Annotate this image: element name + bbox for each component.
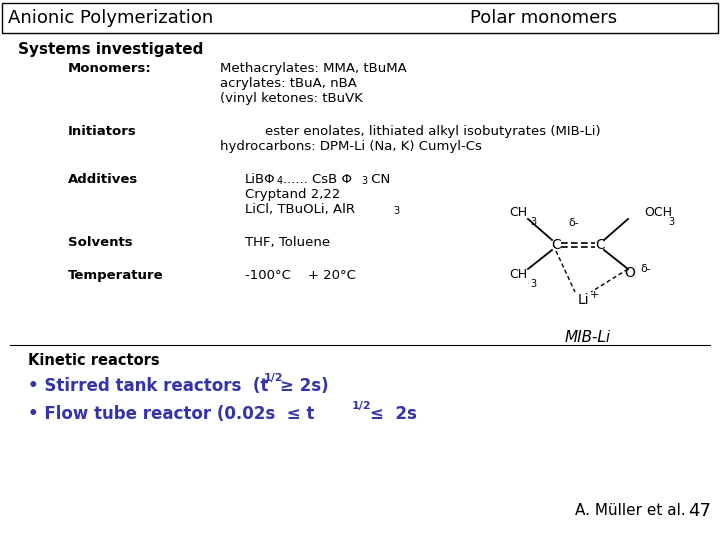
Text: CH: CH bbox=[509, 268, 527, 281]
Text: δ-: δ- bbox=[569, 218, 580, 228]
Text: • Flow tube reactor (0.02s  ≤ t: • Flow tube reactor (0.02s ≤ t bbox=[28, 405, 315, 423]
Text: δ-: δ- bbox=[640, 264, 651, 274]
Text: hydrocarbons: DPM-Li (Na, K) Cumyl-Cs: hydrocarbons: DPM-Li (Na, K) Cumyl-Cs bbox=[220, 140, 482, 153]
Text: LiCl, TBuOLi, AlR: LiCl, TBuOLi, AlR bbox=[245, 203, 355, 216]
Text: 3: 3 bbox=[530, 279, 536, 289]
Text: Anionic Polymerization: Anionic Polymerization bbox=[8, 9, 213, 27]
Text: 47: 47 bbox=[688, 502, 711, 520]
Text: 3: 3 bbox=[393, 206, 399, 216]
Text: Monomers:: Monomers: bbox=[68, 62, 152, 75]
Text: 1/2: 1/2 bbox=[264, 373, 284, 383]
Text: Methacrylates: MMA, tBuMA: Methacrylates: MMA, tBuMA bbox=[220, 62, 407, 75]
Text: Kinetic reactors: Kinetic reactors bbox=[28, 353, 160, 368]
Text: +: + bbox=[589, 290, 599, 300]
Text: • Stirred tank reactors  (t: • Stirred tank reactors (t bbox=[28, 377, 269, 395]
Text: A. Müller et al.: A. Müller et al. bbox=[575, 503, 685, 518]
Text: MIB-Li: MIB-Li bbox=[565, 330, 611, 345]
Text: 3: 3 bbox=[361, 176, 367, 186]
Text: 1/2: 1/2 bbox=[352, 401, 372, 411]
Text: Systems investigated: Systems investigated bbox=[18, 42, 203, 57]
Text: Temperature: Temperature bbox=[68, 269, 163, 282]
Text: ≤  2s: ≤ 2s bbox=[370, 405, 417, 423]
Text: ≥ 2s): ≥ 2s) bbox=[280, 377, 328, 395]
Text: C: C bbox=[551, 238, 561, 252]
Bar bbox=[2, 3, 718, 33]
Text: CH: CH bbox=[509, 206, 527, 219]
Text: Cryptand 2,22: Cryptand 2,22 bbox=[245, 188, 341, 201]
Text: Li: Li bbox=[577, 293, 589, 307]
Text: OCH: OCH bbox=[644, 206, 672, 219]
Text: ester enolates, lithiated alkyl isobutyrates (MIB-Li): ester enolates, lithiated alkyl isobutyr… bbox=[265, 125, 600, 138]
Text: Polar monomers: Polar monomers bbox=[470, 9, 617, 27]
Text: acrylates: tBuA, nBA: acrylates: tBuA, nBA bbox=[220, 77, 357, 90]
Text: LiBΦ: LiBΦ bbox=[245, 173, 276, 186]
Text: THF, Toluene: THF, Toluene bbox=[245, 236, 330, 249]
Text: 3: 3 bbox=[530, 217, 536, 227]
Text: C: C bbox=[595, 238, 605, 252]
Text: (vinyl ketones: tBuVK: (vinyl ketones: tBuVK bbox=[220, 92, 363, 105]
Text: O: O bbox=[624, 266, 636, 280]
Text: 3: 3 bbox=[668, 217, 674, 227]
Text: CN: CN bbox=[367, 173, 390, 186]
Text: ...... CsB Φ: ...... CsB Φ bbox=[283, 173, 352, 186]
Text: -100°C    + 20°C: -100°C + 20°C bbox=[245, 269, 356, 282]
Text: Solvents: Solvents bbox=[68, 236, 132, 249]
Text: Initiators: Initiators bbox=[68, 125, 137, 138]
Text: 4: 4 bbox=[277, 176, 283, 186]
Text: Additives: Additives bbox=[68, 173, 138, 186]
